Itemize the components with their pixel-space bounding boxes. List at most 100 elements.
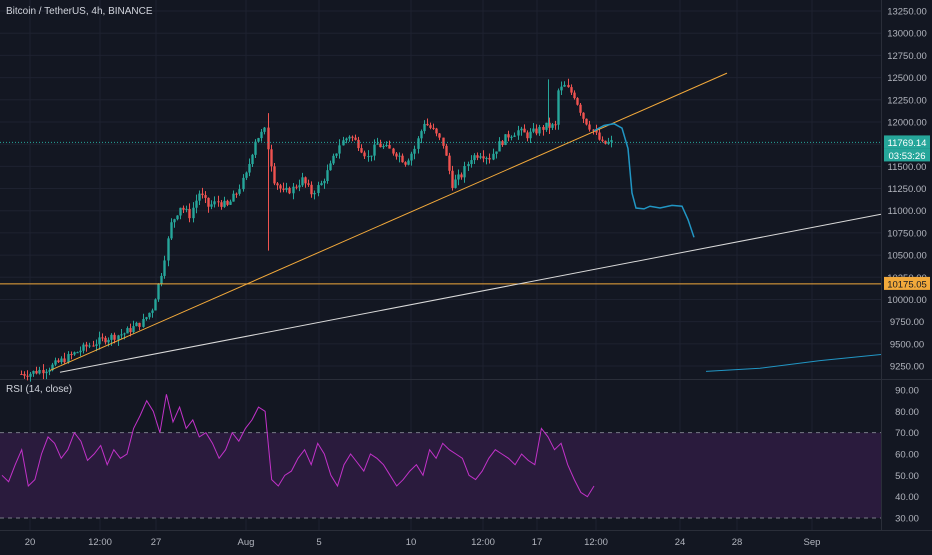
candle-body xyxy=(23,374,26,376)
candle-body xyxy=(548,122,551,128)
time-tick-label: 20 xyxy=(25,537,36,548)
candle-body xyxy=(448,155,451,171)
candle-body xyxy=(570,87,573,93)
candle-body xyxy=(185,208,188,210)
time-tick-label: 12:00 xyxy=(584,537,608,548)
candle-body xyxy=(251,154,254,165)
candle-body xyxy=(223,200,226,207)
candle-body xyxy=(348,136,351,139)
candle-body xyxy=(482,156,485,159)
candle-body xyxy=(279,185,282,189)
candle-body xyxy=(70,354,73,356)
candle-body xyxy=(507,134,510,138)
candle-body xyxy=(154,299,157,311)
candle-body xyxy=(426,123,429,126)
candle-body xyxy=(248,164,251,173)
candle-body xyxy=(26,375,29,377)
candle-body xyxy=(504,134,507,146)
candle-body xyxy=(188,208,191,219)
candle-body xyxy=(379,143,382,148)
candle-body xyxy=(92,345,95,347)
candle-body xyxy=(498,141,501,152)
candle-body xyxy=(342,140,345,146)
candle-body xyxy=(238,189,241,194)
countdown-tag-label: 03:53:26 xyxy=(889,151,926,162)
candle-body xyxy=(423,123,426,132)
axes: 13250.00 13000.00 12750.00 12500.00 12250.00… xyxy=(25,7,930,548)
candle-body xyxy=(382,146,385,148)
candle-body xyxy=(560,86,563,91)
price-tick-label: 9750.00 xyxy=(890,317,924,328)
drawings xyxy=(0,72,882,373)
candle-body xyxy=(98,337,101,345)
candle-body xyxy=(101,337,104,339)
candle-body xyxy=(501,141,504,146)
candle-body xyxy=(60,358,63,363)
candle-body xyxy=(132,326,135,333)
candle-body xyxy=(288,187,291,194)
candle-body xyxy=(51,364,54,371)
candle-body xyxy=(320,183,323,186)
candle-body xyxy=(54,360,57,365)
rsi-tick-label: 30.00 xyxy=(895,514,919,525)
candle-body xyxy=(135,322,138,327)
rsi-title[interactable]: RSI (14, close) xyxy=(6,384,73,395)
time-tick-label: 10 xyxy=(406,537,417,548)
rising-trendline xyxy=(49,72,728,371)
candle-body xyxy=(232,193,235,202)
candle-body xyxy=(195,200,198,208)
time-tick-label: 17 xyxy=(532,537,543,548)
candle-body xyxy=(32,370,35,374)
rsi-tick-label: 80.00 xyxy=(895,407,919,418)
price-tick-label: 11000.00 xyxy=(888,206,927,217)
candle-body xyxy=(513,135,516,137)
projection-path xyxy=(593,122,695,238)
support-trendline xyxy=(59,213,882,373)
candle-body xyxy=(63,358,66,363)
candle-body xyxy=(398,155,401,157)
candle-body xyxy=(173,219,176,223)
candle-body xyxy=(204,195,207,198)
price-tick-label: 11250.00 xyxy=(888,184,927,195)
candle-body xyxy=(107,339,110,343)
candle-body xyxy=(601,139,604,141)
candle-body xyxy=(598,132,601,140)
candle-body xyxy=(532,128,535,132)
time-tick-label: Aug xyxy=(238,537,255,548)
candle-body xyxy=(57,360,60,363)
candle-body xyxy=(260,131,263,139)
candle-body xyxy=(157,283,160,300)
candle-body xyxy=(79,350,82,353)
candle-body xyxy=(410,153,413,161)
candle-body xyxy=(557,90,560,125)
candle-body xyxy=(110,334,113,340)
symbol-title[interactable]: Bitcoin / TetherUS, 4h, BINANCE xyxy=(6,6,153,17)
candle-body xyxy=(245,172,248,178)
candle-body xyxy=(310,184,313,195)
candle-body xyxy=(517,130,520,136)
candle-body xyxy=(235,193,238,195)
candle-body xyxy=(151,310,154,313)
candle-body xyxy=(304,177,307,184)
price-tick-label: 10000.00 xyxy=(887,295,927,306)
candle-body xyxy=(332,155,335,164)
candle-body xyxy=(45,371,48,374)
candle-body xyxy=(192,207,195,219)
candle-body xyxy=(385,144,388,147)
candle-body xyxy=(226,200,229,205)
rsi-tick-label: 50.00 xyxy=(895,471,919,482)
rsi-series-line xyxy=(1,394,595,498)
candle-body xyxy=(563,84,566,87)
candle-body xyxy=(610,140,613,142)
candle-body xyxy=(542,126,545,130)
rsi-tick-label: 90.00 xyxy=(895,386,919,397)
candle-body xyxy=(479,156,482,158)
candle-body xyxy=(345,138,348,141)
horizontal-level-tag xyxy=(884,276,930,290)
candle-body xyxy=(38,369,41,374)
candle-body xyxy=(113,334,116,340)
candle-body xyxy=(470,160,473,165)
time-tick-label: 12:00 xyxy=(88,537,112,548)
